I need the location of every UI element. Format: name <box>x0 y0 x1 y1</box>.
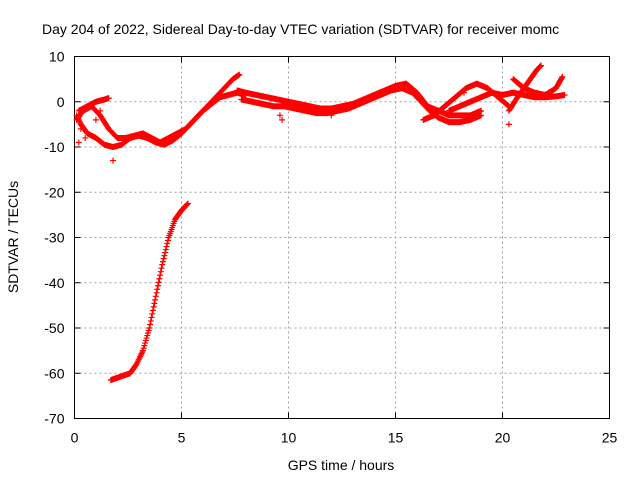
series-track-j <box>510 73 566 98</box>
y-tick-label: -50 <box>44 320 64 336</box>
series-track-g <box>420 80 512 123</box>
y-tick-label: -40 <box>44 275 64 291</box>
x-axis-label: GPS time / hours <box>288 457 395 473</box>
y-tick-label: -30 <box>44 230 64 246</box>
y-tick-label: -60 <box>44 365 64 381</box>
y-tick-label: 10 <box>49 49 65 65</box>
series-track-e <box>234 80 485 119</box>
x-tick-label: 15 <box>388 430 404 446</box>
x-tick-label: 20 <box>495 430 511 446</box>
y-tick-label: -10 <box>44 139 64 155</box>
series-track-d <box>107 200 191 384</box>
series-scattered-points <box>75 89 512 164</box>
y-axis-label: SDTVAR / TECUs <box>5 181 21 293</box>
x-tick-label: 5 <box>178 430 186 446</box>
x-tick-label: 10 <box>281 430 297 446</box>
chart-title: Day 204 of 2022, Sidereal Day-to-day VTE… <box>42 21 559 37</box>
data-marks <box>73 62 568 384</box>
x-tick-label: 25 <box>602 430 618 446</box>
y-tick-label: 0 <box>57 94 65 110</box>
grid <box>74 56 610 419</box>
y-tick-label: -20 <box>44 184 64 200</box>
series-track-h <box>446 89 568 114</box>
series-track-f <box>238 85 485 126</box>
axis-ticks: 0 5 10 15 20 25 10 0 -10 -20 -30 -40 -50 -60 -70 <box>44 49 617 446</box>
series-track-c <box>75 95 112 114</box>
x-tick-label: 0 <box>71 430 79 446</box>
series-track-b <box>73 89 249 146</box>
y-tick-label: -70 <box>44 411 64 427</box>
